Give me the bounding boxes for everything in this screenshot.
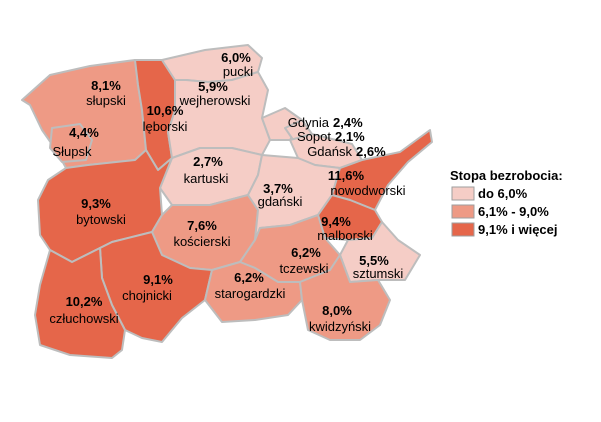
name-leborski: lęborski: [143, 119, 188, 134]
value-wejherowski: 5,9%: [198, 79, 228, 94]
legend-swatch-high: [451, 222, 475, 237]
name-slupski: słupski: [86, 93, 126, 108]
county-czluchowski: [34, 247, 126, 359]
legend-label-low: do 6,0%: [478, 186, 528, 201]
value-slupski: 8,1%: [91, 78, 121, 93]
value-kartuski: 2,7%: [193, 154, 223, 169]
name-tczewski: tczewski: [279, 261, 328, 276]
value-nowodworski: 11,6%: [328, 168, 365, 183]
name-sztumski: sztumski: [353, 266, 404, 281]
name-bytowski: bytowski: [76, 212, 126, 227]
legend-swatch-mid: [451, 204, 475, 219]
county-shapes: [21, 44, 433, 359]
legend: Stopa bezrobocia: do 6,0% 6,1% - 9,0% 9,…: [450, 168, 563, 237]
value-pucki: 6,0%: [221, 50, 251, 65]
legend-swatch-low: [451, 186, 475, 201]
name-koscierski: kościerski: [173, 234, 230, 249]
value-gdynia: 2,4%: [333, 115, 363, 130]
value-malborski: 9,4%: [321, 214, 351, 229]
value-gdansk: 2,6%: [356, 144, 386, 159]
value-czluchowski: 10,2%: [66, 294, 103, 309]
name-gdynia: Gdynia: [288, 115, 330, 130]
name-nowodworski: nowodworski: [330, 183, 405, 198]
name-kartuski: kartuski: [184, 171, 229, 186]
name-wejherowski: wejherowski: [179, 93, 251, 108]
county-slupsk: [49, 123, 93, 163]
name-gdanski: gdański: [258, 194, 303, 209]
legend-label-mid: 6,1% - 9,0%: [478, 204, 549, 219]
name-slupsk: Słupsk: [52, 144, 92, 159]
name-malborski: malborski: [317, 228, 373, 243]
name-gdansk: Gdańsk: [307, 144, 352, 159]
name-kwidzynski: kwidzyński: [309, 319, 371, 334]
value-gdanski: 3,7%: [263, 181, 293, 196]
name-chojnicki: chojnicki: [122, 288, 172, 303]
value-slupsk: 4,4%: [69, 125, 99, 140]
value-kwidzynski: 8,0%: [322, 303, 352, 318]
value-sopot: 2,1%: [335, 129, 365, 144]
value-leborski: 10,6%: [147, 103, 184, 118]
legend-title: Stopa bezrobocia:: [450, 168, 563, 183]
value-bytowski: 9,3%: [81, 196, 111, 211]
value-sztumski: 5,5%: [359, 253, 389, 268]
value-tczewski: 6,2%: [291, 245, 321, 260]
county-kwidzynski: [299, 254, 391, 341]
name-pucki: pucki: [223, 64, 253, 79]
value-chojnicki: 9,1%: [143, 272, 173, 287]
name-starogardzki: starogardzki: [215, 286, 286, 301]
value-starogardzki: 6,2%: [234, 270, 264, 285]
name-sopot: Sopot: [297, 129, 331, 144]
county-labels: 8,1% słupski 4,4% Słupsk 10,6% lęborski …: [49, 50, 405, 334]
legend-label-high: 9,1% i więcej: [478, 222, 558, 237]
value-koscierski: 7,6%: [187, 218, 217, 233]
name-czluchowski: człuchowski: [49, 311, 118, 326]
